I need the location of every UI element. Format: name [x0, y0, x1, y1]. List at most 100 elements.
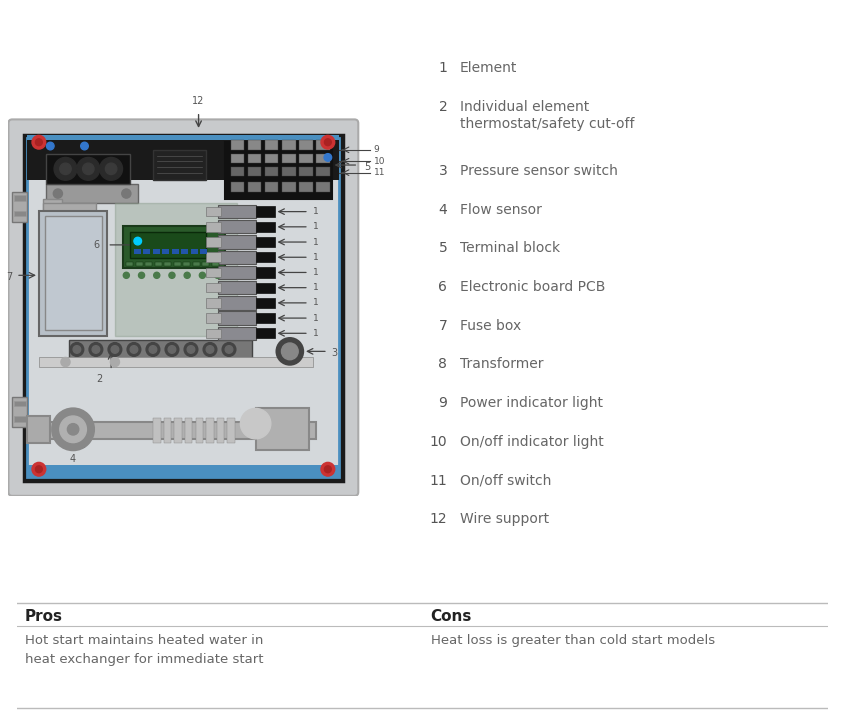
Bar [256, 252, 274, 262]
Circle shape [106, 163, 116, 174]
Bar [127, 262, 133, 266]
Text: 9: 9 [438, 396, 446, 410]
Circle shape [324, 139, 331, 146]
Text: Electronic board PCB: Electronic board PCB [459, 280, 604, 294]
Bar [218, 205, 256, 218]
Bar [256, 298, 274, 308]
Bar [206, 268, 221, 277]
Circle shape [92, 346, 100, 353]
Bar [218, 281, 256, 294]
Bar [218, 326, 256, 340]
Bar [299, 182, 312, 192]
Bar [206, 252, 221, 262]
Bar [206, 222, 221, 232]
Bar [218, 250, 256, 264]
Text: 5: 5 [438, 242, 446, 255]
Circle shape [68, 424, 78, 435]
Bar [206, 328, 221, 338]
Bar [154, 262, 161, 266]
Bar [200, 249, 207, 255]
Text: On/off indicator light: On/off indicator light [459, 435, 603, 449]
Bar [256, 313, 274, 324]
Bar [218, 235, 256, 249]
Text: 10: 10 [430, 435, 446, 449]
Bar [24, 134, 343, 481]
Text: 4: 4 [70, 454, 76, 464]
Text: 1: 1 [312, 299, 318, 307]
Bar [316, 167, 329, 176]
Bar [316, 140, 329, 150]
Circle shape [199, 272, 205, 278]
Circle shape [35, 139, 42, 146]
Bar [230, 154, 244, 163]
Bar [230, 182, 244, 192]
Bar [143, 249, 150, 255]
Text: Cons: Cons [430, 609, 472, 624]
Text: 1: 1 [312, 252, 318, 262]
Bar [206, 314, 221, 323]
Bar [248, 167, 261, 176]
Bar [39, 210, 107, 336]
Circle shape [187, 346, 195, 353]
Circle shape [100, 157, 122, 181]
Text: 2: 2 [438, 100, 446, 114]
Circle shape [81, 142, 89, 150]
Bar [45, 216, 101, 331]
Text: 1: 1 [312, 328, 318, 338]
Circle shape [32, 135, 46, 149]
Circle shape [324, 154, 332, 161]
Bar [115, 203, 236, 336]
Bar [69, 340, 252, 359]
Text: Transformer: Transformer [459, 358, 543, 371]
Bar [316, 154, 329, 163]
Text: 1: 1 [312, 268, 318, 277]
Bar [256, 222, 274, 232]
Bar [153, 150, 206, 181]
Bar [14, 196, 25, 201]
Text: On/off switch: On/off switch [459, 474, 550, 488]
Circle shape [206, 346, 214, 353]
Circle shape [61, 358, 70, 367]
Text: 8: 8 [438, 358, 446, 371]
Circle shape [46, 142, 54, 150]
Text: 1: 1 [312, 223, 318, 231]
Circle shape [324, 466, 331, 473]
Text: Element: Element [459, 61, 517, 75]
Circle shape [214, 272, 220, 278]
Circle shape [89, 343, 103, 356]
Circle shape [111, 346, 118, 353]
Bar [134, 249, 141, 255]
Text: Pros: Pros [25, 609, 63, 624]
Text: Terminal block: Terminal block [459, 242, 560, 255]
Bar [256, 408, 309, 450]
Bar [165, 262, 171, 266]
Circle shape [60, 163, 71, 174]
Text: 6: 6 [94, 240, 100, 250]
Circle shape [281, 343, 298, 360]
Bar [265, 154, 279, 163]
Text: 2: 2 [96, 374, 103, 384]
Circle shape [70, 343, 84, 356]
Bar [181, 249, 188, 255]
Circle shape [73, 346, 81, 353]
Text: Heat loss is greater than cold start models: Heat loss is greater than cold start mod… [430, 634, 714, 646]
Circle shape [138, 272, 144, 278]
Bar [191, 249, 197, 255]
Text: 11: 11 [373, 168, 385, 177]
Bar [13, 397, 28, 427]
Bar [14, 416, 25, 422]
Circle shape [130, 346, 138, 353]
Circle shape [276, 338, 303, 365]
Bar [225, 142, 332, 199]
Text: 8: 8 [63, 166, 69, 176]
Bar [183, 262, 190, 266]
Bar [218, 266, 256, 279]
Bar [299, 167, 312, 176]
Text: 5: 5 [364, 162, 370, 172]
Bar [212, 262, 219, 266]
Bar [13, 192, 28, 222]
Text: 1: 1 [312, 314, 318, 323]
Text: 1: 1 [312, 207, 318, 216]
Circle shape [52, 408, 94, 450]
Circle shape [146, 343, 160, 356]
